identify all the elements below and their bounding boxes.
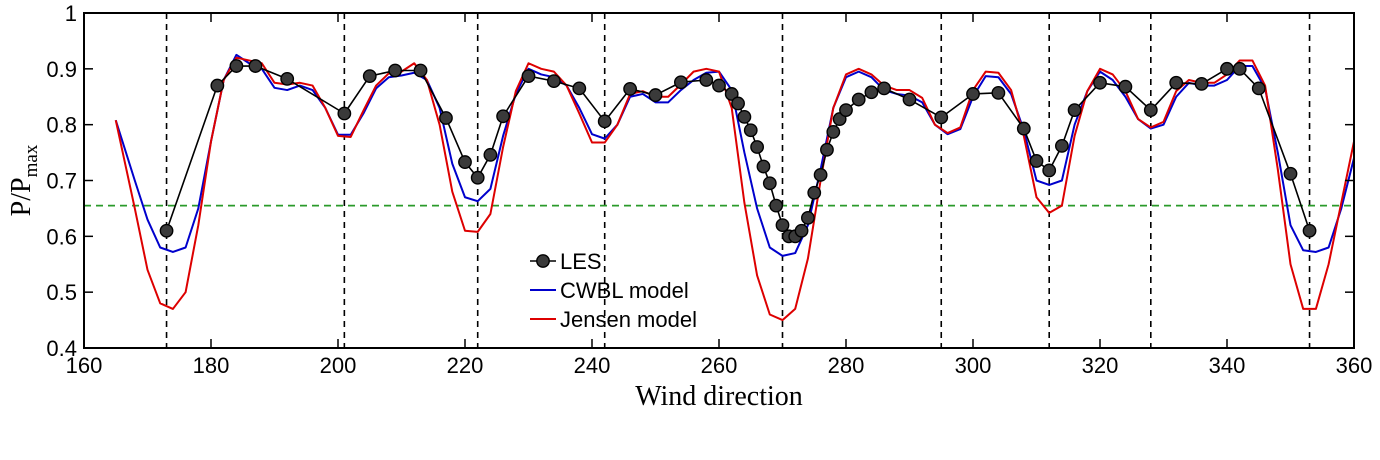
data-point-les: [902, 92, 917, 107]
legend-label: Jensen model: [560, 307, 697, 332]
x-tick-label: 340: [1209, 353, 1246, 378]
data-point-les: [280, 71, 295, 86]
data-point-les: [1118, 79, 1133, 94]
data-point-les: [801, 211, 815, 225]
data-point-les: [496, 109, 510, 124]
y-tick-label: 1: [65, 1, 77, 26]
data-point-les: [597, 114, 612, 129]
x-tick-label: 240: [574, 353, 611, 378]
y-tick-label: 0.7: [46, 169, 77, 194]
x-tick-label: 300: [955, 353, 992, 378]
data-point-les: [674, 75, 688, 90]
data-point-les: [159, 223, 174, 238]
data-point-les: [248, 59, 263, 73]
data-point-les: [826, 125, 841, 139]
reference-lines: [84, 13, 1354, 348]
y-tick-label: 0.8: [46, 113, 77, 138]
data-point-les: [762, 176, 777, 191]
legend-marker: [536, 254, 550, 268]
data-point-les: [623, 82, 637, 96]
data-point-les: [699, 73, 714, 87]
x-tick-label: 260: [701, 353, 738, 378]
x-tick-label: 320: [1082, 353, 1119, 378]
data-point-les: [794, 223, 809, 238]
legend-label: LES: [560, 249, 602, 274]
x-tick-label: 280: [828, 353, 865, 378]
data-point-les: [1194, 77, 1209, 91]
data-point-les: [839, 103, 853, 118]
data-point-les: [1220, 61, 1234, 76]
data-point-les: [458, 155, 472, 169]
x-tick-label: 360: [1336, 353, 1373, 378]
data-point-les: [1042, 163, 1057, 178]
data-point-les: [775, 218, 790, 233]
data-point-les: [483, 147, 498, 162]
data-point-les: [1093, 75, 1107, 90]
axis-tick-labels: 160 180 200 220 240 260 280 300 320 340 360 0.4 0.5 0…: [46, 1, 1372, 378]
data-point-les: [521, 69, 536, 83]
data-point-les: [229, 59, 244, 73]
data-point-les: [769, 198, 784, 213]
data-point-les: [362, 69, 377, 83]
data-point-les: [743, 123, 758, 138]
y-axis-title-subscript: max: [21, 144, 42, 177]
y-tick-label: 0.6: [46, 224, 77, 249]
legend-label: CWBL model: [560, 278, 689, 303]
data-point-les: [712, 78, 726, 93]
x-tick-label: 180: [193, 353, 230, 378]
y-axis-title: P/Pmax: [6, 144, 42, 216]
data-point-les: [1169, 75, 1184, 90]
data-point-les: [210, 78, 225, 93]
data-point-les: [851, 92, 866, 107]
data-point-les: [820, 142, 834, 157]
data-point-les: [547, 74, 561, 89]
data-point-les: [1232, 61, 1247, 76]
x-tick-label: 160: [66, 353, 103, 378]
series-line-jensen-model: [114, 56, 1354, 322]
data-point-les: [731, 96, 745, 111]
data-point-les: [1029, 154, 1044, 168]
y-tick-label: 0.4: [46, 336, 77, 361]
data-point-les: [1016, 121, 1031, 136]
series-layer: [114, 53, 1354, 322]
x-axis-title: Wind direction: [635, 381, 803, 412]
data-point-les: [991, 85, 1006, 100]
data-point-les: [1302, 223, 1317, 238]
y-tick-label: 0.9: [46, 57, 77, 82]
data-point-les: [807, 185, 822, 200]
data-point-les: [737, 109, 752, 124]
x-tick-label: 200: [320, 353, 357, 378]
y-tick-label: 0.5: [46, 280, 77, 305]
data-point-les: [648, 88, 663, 102]
plot-frame: [83, 12, 1355, 349]
data-point-les: [413, 63, 428, 78]
legend: LES CWBL model Jensen model: [530, 249, 697, 332]
y-axis-title-main: P/P: [6, 177, 37, 216]
data-point-les: [1143, 103, 1158, 118]
data-point-les: [572, 81, 587, 96]
data-point-les: [470, 170, 485, 185]
data-point-les: [934, 110, 949, 125]
data-point-les: [439, 111, 453, 125]
data-point-les: [388, 63, 403, 78]
data-point-les: [756, 159, 771, 174]
series-line-cwbl-model: [114, 53, 1354, 257]
data-point-les: [1283, 166, 1298, 181]
data-point-les: [1067, 103, 1082, 118]
data-point-les: [813, 168, 828, 182]
data-point-les: [966, 87, 980, 101]
data-point-les: [724, 87, 739, 101]
data-point-les: [864, 85, 879, 100]
data-point-les: [1055, 138, 1069, 153]
data-point-les: [877, 81, 891, 96]
x-tick-label: 220: [447, 353, 484, 378]
data-point-les: [337, 106, 352, 121]
data-point-les: [750, 140, 764, 154]
data-point-les: [1251, 81, 1266, 96]
axis-ticks: [83, 12, 1355, 349]
